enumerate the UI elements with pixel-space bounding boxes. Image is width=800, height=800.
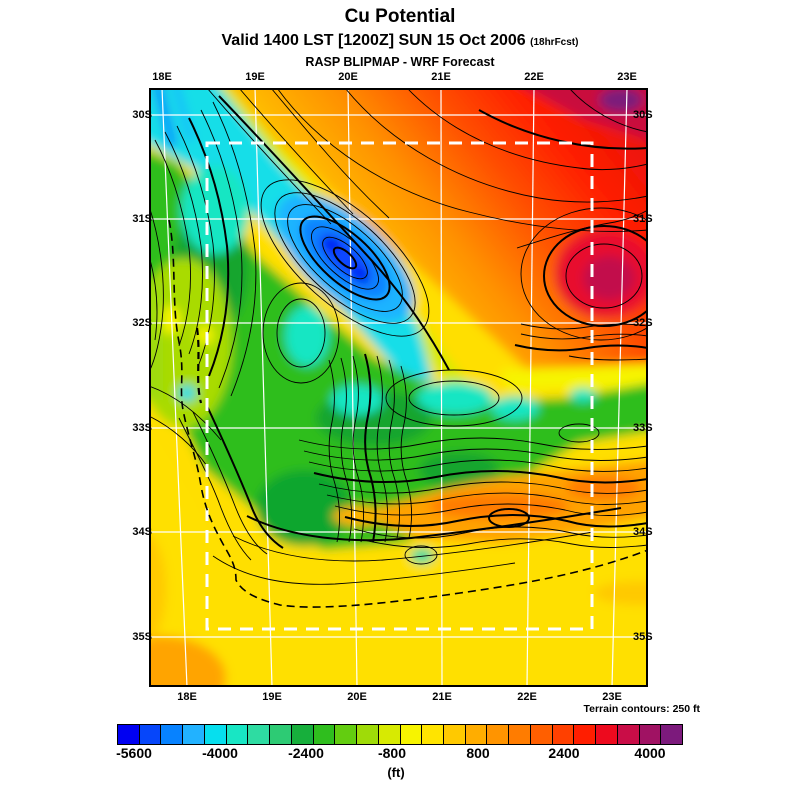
terrain-contours (149, 88, 648, 585)
colorbar-cell (616, 725, 639, 744)
colorbar-cell (377, 725, 400, 744)
lat-label-left: 31S (132, 213, 152, 225)
lon-label-bottom: 19E (262, 691, 282, 703)
lat-label-left: 35S (132, 631, 152, 643)
colorbar-cell (551, 725, 574, 744)
terrain-contours-note: Terrain contours: 250 ft (583, 703, 701, 715)
map-border (149, 88, 648, 687)
colorbar-cell (660, 725, 683, 744)
lon-label-bottom: 18E (177, 691, 197, 703)
colorbar-cell (225, 725, 248, 744)
colorbar-tick: 800 (466, 745, 490, 761)
colorbar-cell (399, 725, 422, 744)
lon-label-top: 23E (617, 71, 637, 83)
colorbar-cell (356, 725, 378, 744)
colorbar (117, 724, 683, 745)
colorbar-cell (290, 725, 313, 744)
inner-domain-box (205, 141, 594, 631)
lon-label-bottom: 20E (347, 691, 367, 703)
forecast-hour-text: (18hrFcst) (530, 37, 579, 48)
lat-label-right: 30S (633, 109, 653, 121)
colorbar-tick: -2400 (288, 745, 324, 761)
lat-label-left: 33S (132, 422, 152, 434)
lat-label-right: 31S (633, 213, 653, 225)
latlon-grid (149, 88, 648, 687)
lat-label-right: 32S (633, 317, 653, 329)
colorbar-tick: -800 (377, 745, 407, 761)
colorbar-cell (486, 725, 509, 744)
valid-time-line: Valid 1400 LST [1200Z] SUN 15 Oct 2006 (… (0, 32, 800, 50)
lon-label-bottom: 22E (517, 691, 537, 703)
colorbar-cell (573, 725, 596, 744)
colorbar-cell (464, 725, 487, 744)
colorbar-cell (160, 725, 183, 744)
colorbar-tick: -5600 (116, 745, 152, 761)
valid-time-text: Valid 1400 LST [1200Z] SUN 15 Oct 2006 (221, 32, 526, 49)
coastline (168, 219, 648, 608)
forecast-map (149, 88, 648, 687)
colorbar-cell (421, 725, 444, 744)
lon-label-top: 19E (245, 71, 265, 83)
color-field (149, 88, 648, 687)
lat-label-left: 34S (132, 526, 152, 538)
colorbar-tick: -4000 (202, 745, 238, 761)
colorbar-cell (443, 725, 465, 744)
colorbar-cell (182, 725, 204, 744)
colorbar-cell (203, 725, 226, 744)
colorbar-cell (247, 725, 270, 744)
lon-label-top: 21E (431, 71, 451, 83)
colorbar-tick: 2400 (548, 745, 580, 761)
colorbar-unit: (ft) (387, 765, 405, 780)
lon-label-top: 22E (524, 71, 544, 83)
colorbar-tick: 4000 (634, 745, 666, 761)
lat-label-left: 30S (132, 109, 152, 121)
lat-label-left: 32S (132, 317, 152, 329)
lat-label-right: 35S (633, 631, 653, 643)
colorbar-cell (508, 725, 530, 744)
colorbar-cell (529, 725, 552, 744)
colorbar-cell (638, 725, 661, 744)
lat-label-right: 34S (633, 526, 653, 538)
colorbar-cell (138, 725, 161, 744)
model-line: RASP BLIPMAP - WRF Forecast (305, 55, 495, 69)
page-title: Cu Potential (344, 6, 456, 27)
lon-label-bottom: 23E (602, 691, 622, 703)
colorbar-cell (312, 725, 335, 744)
colorbar-cell (118, 725, 139, 744)
lat-label-right: 33S (633, 422, 653, 434)
colorbar-cell (595, 725, 617, 744)
colorbar-cell (269, 725, 291, 744)
lon-label-top: 20E (338, 71, 358, 83)
lon-label-bottom: 21E (432, 691, 452, 703)
lon-label-top: 18E (152, 71, 172, 83)
colorbar-cell (334, 725, 357, 744)
